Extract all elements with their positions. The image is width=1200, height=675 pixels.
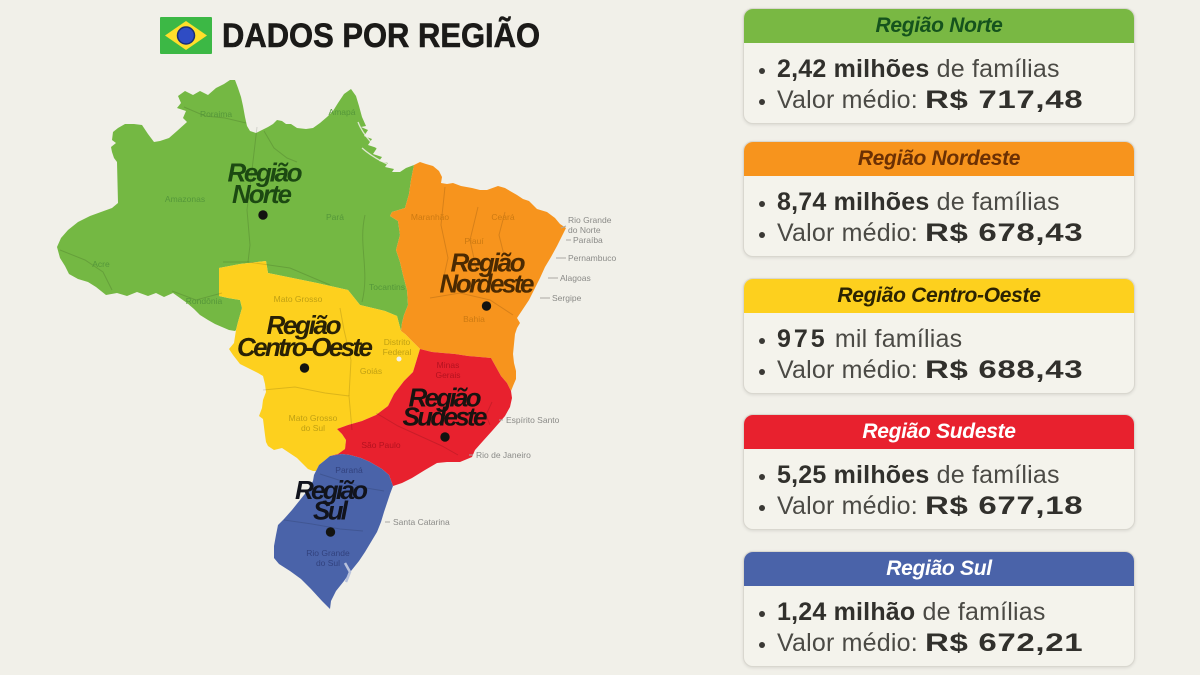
svg-text:Gerais: Gerais	[435, 370, 460, 380]
svg-text:Amapá: Amapá	[329, 107, 356, 117]
svg-text:Sudeste: Sudeste	[403, 402, 488, 432]
svg-text:Espírito Santo: Espírito Santo	[506, 415, 560, 425]
svg-text:Santa Catarina: Santa Catarina	[393, 517, 450, 527]
svg-text:do Norte: do Norte	[568, 225, 601, 235]
svg-text:Rio Grande: Rio Grande	[306, 548, 350, 558]
svg-text:Tocantins: Tocantins	[369, 282, 405, 292]
svg-text:Bahia: Bahia	[463, 314, 485, 324]
svg-text:Roraima: Roraima	[200, 109, 232, 119]
svg-text:Amazonas: Amazonas	[165, 194, 205, 204]
svg-text:Sul: Sul	[313, 496, 349, 526]
svg-text:Paraíba: Paraíba	[573, 235, 603, 245]
svg-text:Mato Grosso: Mato Grosso	[274, 294, 323, 304]
svg-text:do Sul: do Sul	[316, 558, 340, 568]
svg-text:Acre: Acre	[92, 259, 110, 269]
svg-text:Região: Região	[228, 158, 303, 188]
svg-text:Região: Região	[267, 310, 342, 340]
svg-text:Minas: Minas	[437, 360, 460, 370]
svg-text:Ceará: Ceará	[491, 212, 514, 222]
svg-text:Paraná: Paraná	[335, 465, 363, 475]
svg-text:Sergipe: Sergipe	[552, 293, 582, 303]
svg-text:Região: Região	[295, 475, 368, 505]
svg-text:São Paulo: São Paulo	[361, 440, 400, 450]
svg-text:Piauí: Piauí	[464, 236, 484, 246]
svg-text:Maranhão: Maranhão	[411, 212, 450, 222]
svg-text:Goiás: Goiás	[360, 366, 382, 376]
svg-text:do Sul: do Sul	[301, 423, 325, 433]
svg-text:Distrito: Distrito	[384, 337, 411, 347]
svg-text:Região: Região	[409, 383, 482, 413]
svg-text:Rio Grande: Rio Grande	[568, 215, 612, 225]
svg-text:Federal: Federal	[383, 347, 412, 357]
svg-text:Pernambuco: Pernambuco	[568, 253, 616, 263]
svg-text:Mato Grosso: Mato Grosso	[289, 413, 338, 423]
svg-text:Nordeste: Nordeste	[440, 269, 535, 299]
svg-text:Alagoas: Alagoas	[560, 273, 591, 283]
svg-text:Rondônia: Rondônia	[186, 296, 223, 306]
svg-text:Centro-Oeste: Centro-Oeste	[237, 332, 373, 362]
svg-text:Região: Região	[451, 248, 526, 278]
svg-text:Norte: Norte	[232, 179, 292, 209]
svg-text:Pará: Pará	[326, 212, 344, 222]
svg-text:Rio de Janeiro: Rio de Janeiro	[476, 450, 531, 460]
